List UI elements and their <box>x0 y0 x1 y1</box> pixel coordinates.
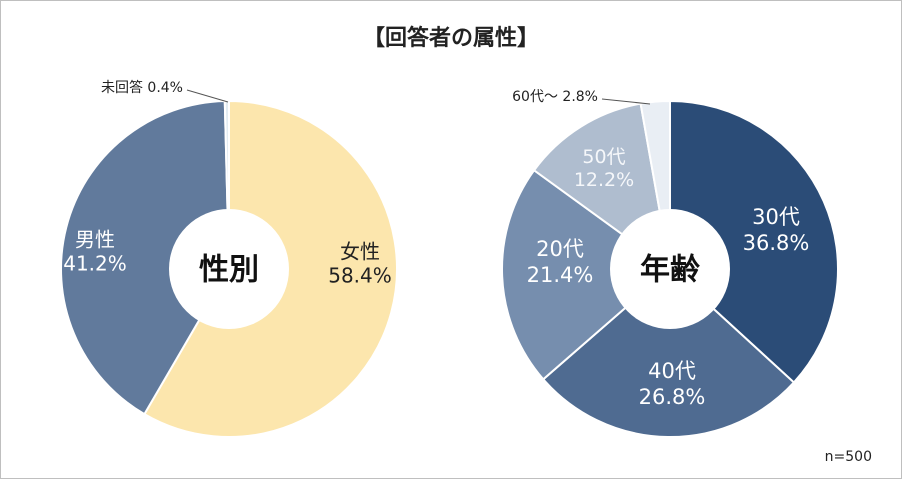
slice-label-1-2-line: 41.2% <box>63 252 127 276</box>
slice-label-2-1: 30代 36.8% <box>743 205 810 255</box>
sample-size-note: n=500 <box>824 449 872 465</box>
pie-slice-1-2 <box>60 100 231 416</box>
donut-hole-1 <box>169 209 289 329</box>
callout-value: 0.4% <box>147 80 183 96</box>
slice-label-2-4: 50代 12.2% <box>574 146 634 191</box>
slice-label-2-1-line: 36.8% <box>743 231 810 255</box>
pie-slice-2-3 <box>501 168 672 381</box>
slice-label-1-2: 男性 41.2% <box>63 227 127 275</box>
slice-label-2-1-line: 30代 <box>752 205 800 229</box>
chart-title: 【回答者の属性】 <box>362 26 539 51</box>
callout-label-1-3: 未回答 0.4% <box>101 79 183 96</box>
slice-label-2-2-line: 26.8% <box>639 385 706 409</box>
slice-label-2-2: 40代 26.8% <box>639 359 706 409</box>
leader-line-1-3 <box>186 89 229 103</box>
center-label-1: 性別 <box>199 253 259 288</box>
pie-chart-1: 未回答 0.4% <box>60 79 398 438</box>
callout-value: 2.8% <box>562 89 598 105</box>
slice-label-1-1: 女性 58.4% <box>328 239 392 287</box>
pie-slice-2-1 <box>669 99 839 384</box>
pie-chart-2: 60代～ 2.8% <box>501 89 839 438</box>
center-label-2: 年齢 <box>640 253 700 288</box>
slice-label-1-2-line: 男性 <box>75 227 115 251</box>
leader-line-2-5 <box>601 98 651 105</box>
slice-label-2-3: 20代 21.4% <box>527 237 594 287</box>
slice-label-2-3-line: 21.4% <box>527 263 594 287</box>
donut-hole-2 <box>610 209 730 329</box>
slice-label-2-4-line: 12.2% <box>574 169 634 191</box>
callout-name: 60代～ <box>512 89 558 105</box>
slice-label-2-4-line: 50代 <box>582 146 625 168</box>
slice-label-1-1-line: 58.4% <box>328 264 392 288</box>
slice-label-2-3-line: 20代 <box>536 237 584 261</box>
callout-label-2-5: 60代～ 2.8% <box>512 89 598 105</box>
center-label-2-line: 年齢 <box>640 253 700 288</box>
slice-label-1-1-line: 女性 <box>340 239 380 263</box>
callout-name: 未回答 <box>101 79 143 96</box>
slice-label-2-2-line: 40代 <box>648 359 696 383</box>
pie-slice-2-2 <box>541 267 796 438</box>
center-label-1-line: 性別 <box>199 253 259 288</box>
